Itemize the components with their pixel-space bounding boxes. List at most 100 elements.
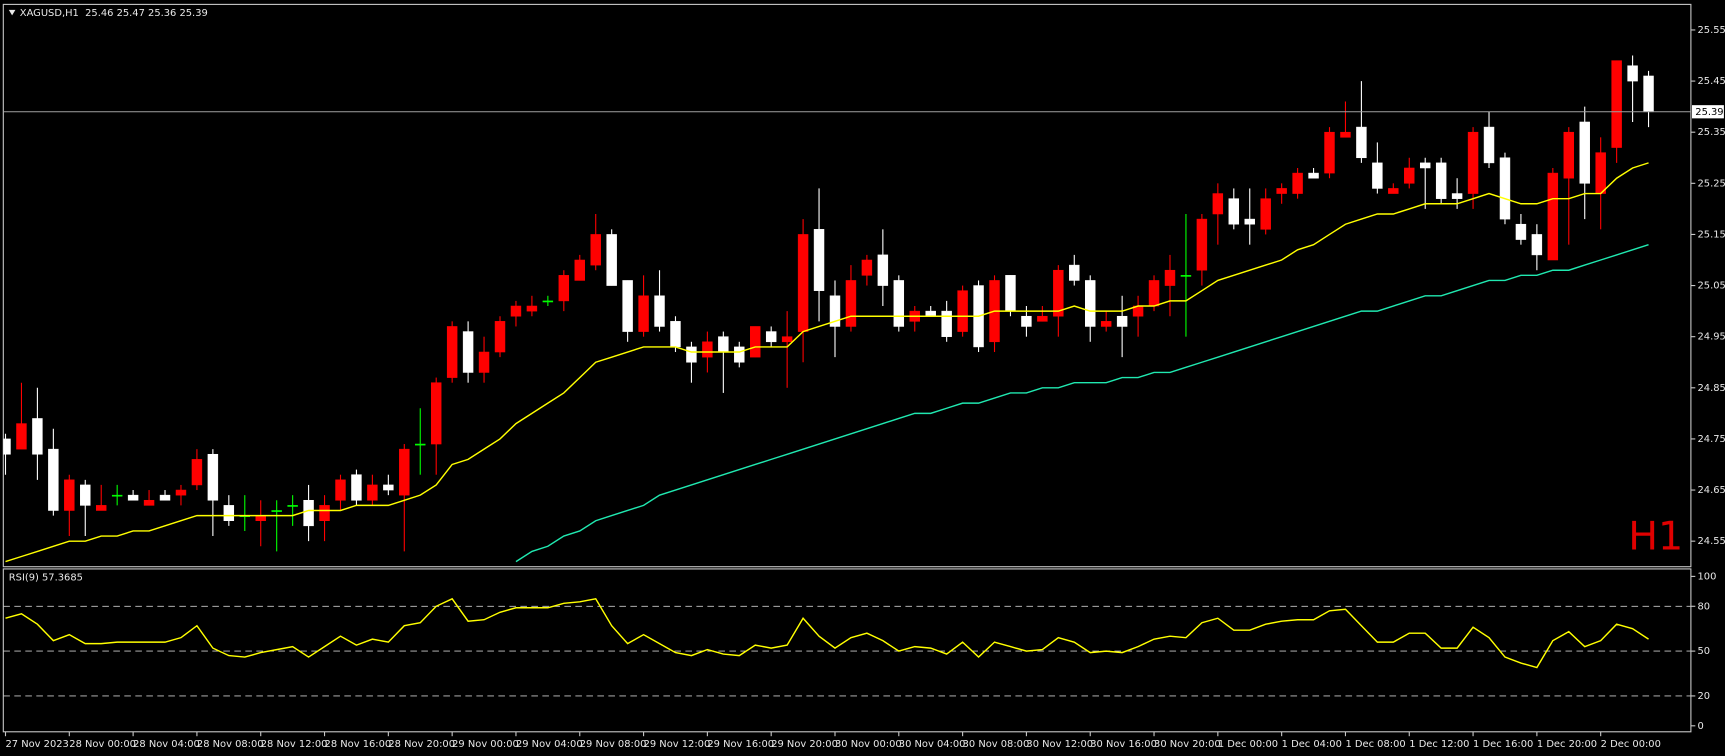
x-tick-label: 28 Nov 00:00 (69, 739, 136, 750)
bid-label-box (1691, 105, 1724, 119)
x-tick-label: 29 Nov 20:00 (771, 739, 838, 750)
candle-body (383, 484, 394, 491)
candle-body (1116, 315, 1128, 327)
candle-body (1021, 315, 1032, 327)
candle-body (638, 295, 649, 332)
candle-body (1563, 131, 1575, 179)
candle-body (191, 459, 203, 486)
x-tick-label: 29 Nov 04:00 (516, 739, 583, 750)
candle-body (1292, 172, 1303, 194)
candle-body (574, 259, 585, 281)
candle-body (111, 494, 123, 497)
panel-menu-arrow[interactable] (8, 9, 16, 16)
candle-body (478, 351, 490, 373)
candle-body (1340, 131, 1351, 138)
candle-body (1308, 172, 1319, 179)
candle-body (797, 234, 809, 332)
candle-body (1212, 193, 1224, 215)
x-tick-label: 1 Dec 20:00 (1537, 739, 1597, 750)
moving-average (5, 162, 1649, 563)
candle-body (1100, 321, 1112, 327)
candle-body (430, 382, 442, 445)
candle-body (1627, 65, 1638, 82)
candle-body (1515, 223, 1527, 240)
candle-body (957, 290, 968, 332)
x-tick-label: 28 Nov 16:00 (325, 739, 392, 750)
candle-body (558, 275, 570, 302)
candle-body (287, 505, 298, 507)
candle-body (255, 515, 266, 521)
candle-body (606, 234, 617, 286)
candle-body (1148, 280, 1160, 307)
x-tick-label: 1 Dec 04:00 (1282, 739, 1342, 750)
y-tick-label: 80 (1697, 601, 1710, 612)
x-tick-label: 1 Dec 08:00 (1345, 739, 1405, 750)
candle-body (446, 326, 458, 378)
main-title: XAGUSD,H1 25.46 25.47 25.36 25.39 (20, 8, 208, 19)
candle-body (861, 259, 873, 276)
candle-body (1643, 75, 1654, 113)
candle-body (1356, 126, 1367, 159)
candle-body (64, 479, 75, 511)
candle-body (1372, 162, 1383, 189)
x-tick-label: 30 Nov 20:00 (1154, 739, 1221, 750)
candle-body (399, 448, 410, 496)
candle-body (367, 484, 378, 501)
candle-body (1005, 275, 1016, 312)
x-tick-label: 30 Nov 08:00 (963, 739, 1030, 750)
candle-body (510, 305, 522, 317)
candle-body (1467, 131, 1479, 194)
candle-body (893, 280, 905, 327)
candle-body (175, 489, 187, 496)
candle-body (542, 300, 554, 303)
x-tick-label: 1 Dec 16:00 (1473, 739, 1533, 750)
x-tick-label: 28 Nov 04:00 (133, 739, 200, 750)
candle-body (1085, 280, 1096, 327)
candle-body (845, 280, 857, 327)
candle-body (80, 484, 91, 506)
x-tick-label: 30 Nov 04:00 (899, 739, 966, 750)
candle-body (271, 510, 282, 512)
candle-body (1244, 218, 1255, 225)
candle-body (670, 321, 681, 348)
y-tick-label: 25.55 (1697, 25, 1725, 36)
candle-body (319, 505, 330, 521)
candle-body (1595, 152, 1606, 194)
y-tick-label: 24.55 (1697, 536, 1725, 547)
rsi-title: RSI(9) 57.3685 (9, 573, 83, 584)
x-tick-label: 28 Nov 08:00 (197, 739, 264, 750)
x-tick-label: 1 Dec 00:00 (1218, 739, 1278, 750)
candle-body (223, 505, 235, 521)
candle-body (207, 453, 219, 501)
candle-body (813, 229, 825, 291)
y-tick-label: 20 (1697, 691, 1710, 702)
x-tick-label: 30 Nov 16:00 (1090, 739, 1157, 750)
rsi-plot (3, 597, 1691, 697)
candle-body (159, 494, 171, 501)
y-tick-label: 0 (1697, 721, 1703, 732)
x-tick-label: 1 Dec 12:00 (1409, 739, 1469, 750)
candle-body (48, 448, 59, 511)
candle-body (765, 331, 777, 343)
candle-body (1276, 188, 1287, 194)
candle-body (829, 295, 841, 327)
timeframe-label: H1 (1628, 514, 1683, 560)
candle-body (925, 310, 936, 317)
candle-body (95, 505, 107, 511)
y-tick-label: 25.45 (1697, 76, 1725, 87)
candle-body (702, 341, 713, 358)
candle-body (718, 336, 729, 353)
x-tick-label: 29 Nov 00:00 (452, 739, 519, 750)
candle-body (1483, 126, 1495, 164)
candle-body (877, 254, 889, 286)
candle-body (1435, 162, 1447, 199)
candle-body (750, 326, 761, 358)
candle-body (1579, 121, 1590, 184)
y-tick-label: 50 (1697, 646, 1710, 657)
x-tick-label: 28 Nov 20:00 (388, 739, 455, 750)
candle-body (335, 479, 346, 501)
y-tick-label: 25.05 (1697, 281, 1725, 292)
